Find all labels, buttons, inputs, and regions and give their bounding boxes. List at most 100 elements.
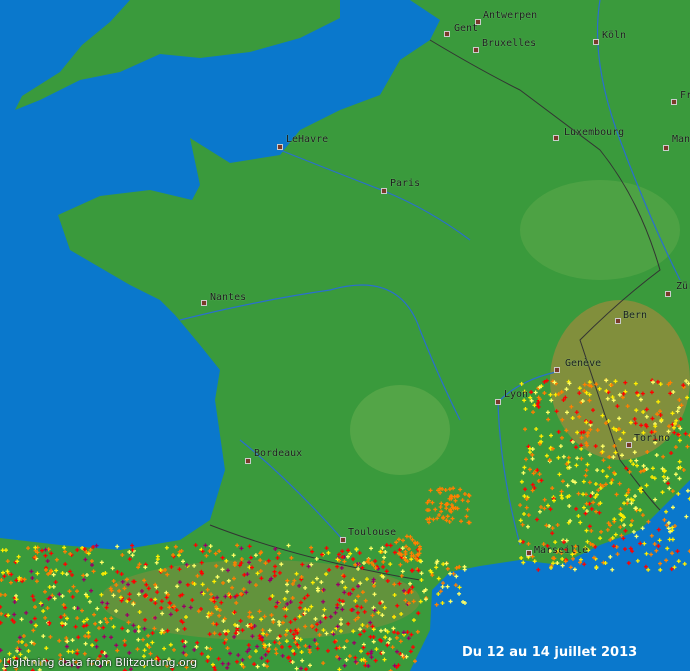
lightning-strike [550,526,555,531]
lightning-strike [584,528,589,533]
lightning-strike [240,657,245,662]
lightning-strike [652,541,657,546]
lightning-strike [611,455,616,460]
lightning-strike [263,561,268,566]
lightning-strike [559,489,564,494]
lightning-strike [338,629,343,634]
lightning-strike [436,591,441,596]
lightning-strike [537,397,542,402]
lightning-strike [406,590,411,595]
lightning-strike [394,540,399,545]
lightning-strike [581,492,586,497]
lightning-strike [523,427,528,432]
lightning-strike [406,601,411,606]
lightning-strike [172,604,177,609]
lightning-strike [676,491,681,496]
lightning-strike [324,572,329,577]
lightning-strike [576,513,581,518]
lightning-strike [371,634,376,639]
lightning-strike [593,481,598,486]
lightning-strike [75,616,80,621]
lightning-strike [150,640,155,645]
lightning-strike [130,547,135,552]
lightning-strike [392,614,397,619]
lightning-strike [259,656,264,661]
lightning-strike [325,648,330,653]
lightning-strike [293,628,298,633]
lightning-strike [518,539,523,544]
lightning-strike [247,654,252,659]
lightning-strike [181,650,186,655]
lightning-strike [609,480,614,485]
lightning-strike [570,479,575,484]
lightning-strike [606,390,611,395]
lightning-strike [221,619,226,624]
lightning-strike [43,615,48,620]
lightning-strike [523,407,528,412]
lightning-strike [548,507,553,512]
lightning-strike [353,617,358,622]
lightning-strike [565,483,570,488]
lightning-strike [568,518,573,523]
lightning-strike [283,614,288,619]
lightning-strike [409,632,414,637]
lightning-strike [335,557,340,562]
lightning-strike [41,658,46,663]
lightning-strike [139,589,144,594]
lightning-strike [397,547,402,552]
lightning-strike [132,628,137,633]
lightning-strike [460,599,465,604]
lightning-strike [168,612,173,617]
lightning-strike [54,568,59,573]
lightning-strike [640,526,645,531]
lightning-strike [132,579,137,584]
lightning-strike [385,629,390,634]
lightning-strike [672,523,677,528]
country-border [429,39,661,511]
lightning-strike [295,630,300,635]
lightning-strike [183,640,188,645]
lightning-strike [672,565,677,570]
lightning-strike [245,623,250,628]
lightning-strike [392,592,397,597]
lightning-strike [399,612,404,617]
lightning-strike [674,418,679,423]
lightning-strike [64,572,69,577]
lightning-strike [319,580,324,585]
lightning-strike [542,497,547,502]
country-border-spain [209,524,421,581]
lightning-strike [0,659,3,664]
lightning-strike [633,421,638,426]
lightning-strike [51,572,56,577]
lightning-strike [556,429,561,434]
lightning-strike [237,563,242,568]
lightning-strike [285,582,290,587]
lightning-strike [70,573,75,578]
city-label: Zür [676,281,690,292]
lightning-strike [460,498,465,503]
lightning-strike [19,576,24,581]
lightning-strike [677,476,682,481]
lightning-strike [628,546,633,551]
lightning-strike [126,582,131,587]
lightning-strike [413,659,417,664]
lightning-strike [431,517,436,522]
lightning-strike [99,592,104,597]
lightning-strike [359,649,364,654]
lightning-strike [222,616,227,621]
lightning-strike [591,408,595,413]
lightning-strike [358,632,363,637]
lightning-strike [519,479,524,484]
lightning-strike [408,534,413,539]
lightning-strike [626,490,631,495]
lightning-strike [560,479,565,484]
lightning-strike [587,392,592,397]
lightning-strike [542,379,547,384]
lightning-strike [261,662,266,667]
lightning-strike [314,641,319,646]
lightning-strike [57,592,62,597]
lightning-strike [249,565,254,570]
lightning-strike [526,541,531,546]
lightning-strike [189,659,194,664]
